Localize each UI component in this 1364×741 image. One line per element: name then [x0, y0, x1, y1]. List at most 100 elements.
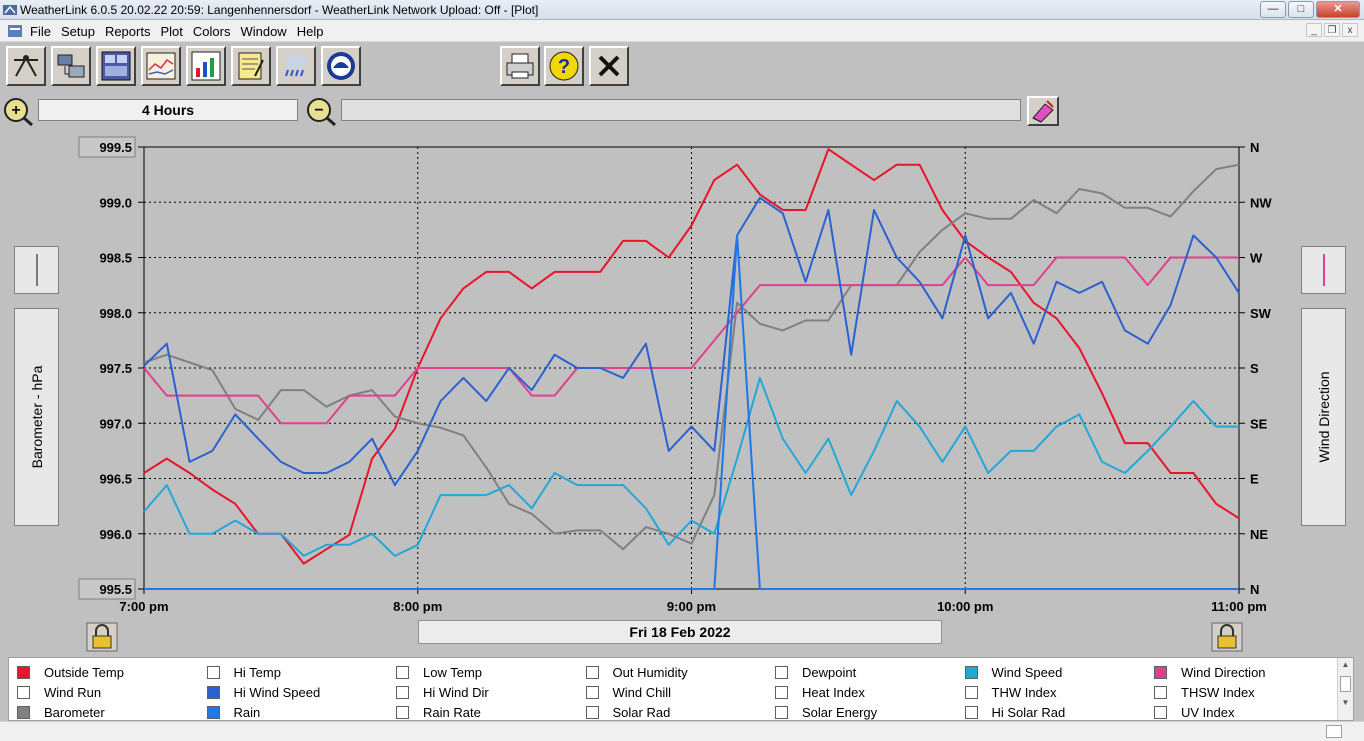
left-axis-color-button[interactable] [14, 246, 59, 294]
y-tick-label: 996.5 [99, 472, 132, 487]
legend-label: Solar Rad [612, 704, 671, 720]
strip-chart-button[interactable] [141, 46, 181, 86]
weatherlink-app-icon[interactable] [2, 2, 18, 18]
legend-item-low-temp[interactable]: Low Temp [396, 662, 586, 682]
svg-text:?: ? [558, 56, 570, 78]
left-lock-button[interactable] [86, 622, 118, 652]
download-button[interactable] [51, 46, 91, 86]
y-tick-label: 997.0 [99, 416, 132, 431]
document-icon[interactable] [7, 24, 23, 38]
horizontal-scroll-thumb[interactable] [1326, 725, 1342, 738]
legend-checkbox[interactable] [585, 685, 599, 699]
right-axis-panel[interactable]: Wind Direction [1301, 308, 1346, 526]
right-lock-button[interactable] [1211, 622, 1243, 652]
horizontal-scrollbar[interactable] [0, 721, 1364, 741]
legend-item-hi-wind-speed[interactable]: Hi Wind Speed [206, 682, 397, 702]
help-icon: ? [549, 51, 579, 81]
legend-item-barometer[interactable]: Barometer [17, 702, 207, 720]
legend-item-wind-run[interactable]: Wind Run [17, 682, 207, 702]
legend-item-rain[interactable]: Rain [206, 702, 397, 720]
time-range-field[interactable]: 4 Hours [38, 99, 298, 121]
legend-item-thsw-index[interactable]: THSW Index [1154, 682, 1344, 702]
y-max-box [78, 136, 136, 158]
close-plot-button[interactable] [589, 46, 629, 86]
maximize-button[interactable]: □ [1288, 1, 1314, 18]
scroll-up-icon[interactable]: ▲ [1341, 660, 1350, 669]
y-tick-label: 997.5 [99, 361, 132, 376]
y-right-tick-label: N [1250, 582, 1259, 597]
legend-item-hi-temp[interactable]: Hi Temp [206, 662, 397, 682]
x-tick-label: 8:00 pm [393, 599, 442, 614]
legend-checkbox[interactable] [396, 705, 409, 719]
y-tick-label: 999.0 [99, 195, 132, 210]
legend-item-dewpoint[interactable]: Dewpoint [775, 662, 965, 682]
legend-checkbox[interactable] [206, 685, 220, 699]
legend-item-wind-speed[interactable]: Wind Speed [964, 662, 1155, 682]
menu-window[interactable]: Window [240, 24, 287, 39]
legend-item-thw-index[interactable]: THW Index [964, 682, 1155, 702]
legend-item-uv-index[interactable]: UV Index [1154, 702, 1344, 720]
mdi-restore-button[interactable]: ❐ [1324, 23, 1340, 37]
legend-checkbox[interactable] [585, 665, 599, 679]
legend-item-rain-rate[interactable]: Rain Rate [396, 702, 586, 720]
y-right-tick-label: W [1250, 251, 1263, 266]
weather-button[interactable] [276, 46, 316, 86]
legend-checkbox[interactable] [964, 685, 978, 699]
legend-checkbox[interactable] [585, 705, 599, 719]
legend-item-hi-wind-dir[interactable]: Hi Wind Dir [396, 682, 586, 702]
legend-checkbox[interactable] [775, 665, 788, 679]
legend-item-solar-energy[interactable]: Solar Energy [775, 702, 965, 720]
legend-item-solar-rad[interactable]: Solar Rad [585, 702, 776, 720]
menu-file[interactable]: File [30, 24, 51, 39]
legend-checkbox[interactable] [396, 665, 409, 679]
legend-item-hi-solar-rad[interactable]: Hi Solar Rad [964, 702, 1155, 720]
legend-scroll-thumb[interactable] [1340, 676, 1351, 692]
legend-checkbox[interactable] [396, 685, 409, 699]
legend-checkbox[interactable] [206, 705, 220, 719]
scroll-down-icon[interactable]: ▼ [1341, 698, 1350, 707]
legend-checkbox[interactable] [17, 685, 30, 699]
legend-checkbox[interactable] [775, 685, 788, 699]
menu-help[interactable]: Help [296, 24, 324, 39]
y-right-tick-label: E [1250, 472, 1259, 487]
left-axis-panel[interactable]: Barometer - hPa [14, 308, 59, 526]
menu-setup[interactable]: Setup [60, 24, 95, 39]
noaa-button[interactable] [321, 46, 361, 86]
right-axis-color-button[interactable] [1301, 246, 1346, 294]
y-right-tick-label: S [1250, 361, 1259, 376]
legend-checkbox[interactable] [1154, 705, 1167, 719]
legend-item-out-humidity[interactable]: Out Humidity [585, 662, 776, 682]
print-button[interactable] [500, 46, 540, 86]
legend-checkbox[interactable] [964, 665, 978, 679]
mdi-close-button[interactable]: x [1342, 23, 1358, 37]
legend-label: UV Index [1181, 704, 1235, 720]
legend-checkbox[interactable] [17, 705, 30, 719]
download-icon [57, 54, 85, 78]
menu-colors[interactable]: Colors [192, 24, 231, 39]
legend-item-wind-chill[interactable]: Wind Chill [585, 682, 776, 702]
legend-checkbox[interactable] [17, 665, 30, 679]
notes-button[interactable] [231, 46, 271, 86]
menu-plot[interactable]: Plot [160, 24, 183, 39]
clear-plot-button[interactable] [1027, 96, 1059, 126]
zoom-out-icon[interactable]: − [305, 96, 337, 126]
help-button[interactable]: ? [544, 46, 584, 86]
menu-reports[interactable]: Reports [104, 24, 151, 39]
close-window-button[interactable]: ✕ [1316, 1, 1360, 18]
legend-checkbox[interactable] [206, 665, 220, 679]
minimize-button[interactable]: — [1260, 1, 1286, 18]
legend-scrollbar[interactable]: ▲ ▼ [1337, 658, 1353, 720]
legend-checkbox[interactable] [775, 705, 788, 719]
legend-checkbox[interactable] [1154, 665, 1167, 679]
bulletin-button[interactable] [96, 46, 136, 86]
station-button[interactable] [6, 46, 46, 86]
legend-item-outside-temp[interactable]: Outside Temp [17, 662, 207, 682]
legend-checkbox[interactable] [1154, 685, 1167, 699]
legend-item-heat-index[interactable]: Heat Index [775, 682, 965, 702]
legend-item-wind-direction[interactable]: Wind Direction [1154, 662, 1344, 682]
legend-checkbox[interactable] [964, 705, 978, 719]
zoom-in-icon[interactable]: + [2, 96, 34, 126]
line-chart[interactable]: 999.5 N 999.0 NW 998.5 W 998.0 SW 997.5 S 997.0 SE 9… [0, 130, 1364, 620]
plot-button[interactable] [186, 46, 226, 86]
mdi-minimize-button[interactable]: _ [1306, 23, 1322, 37]
